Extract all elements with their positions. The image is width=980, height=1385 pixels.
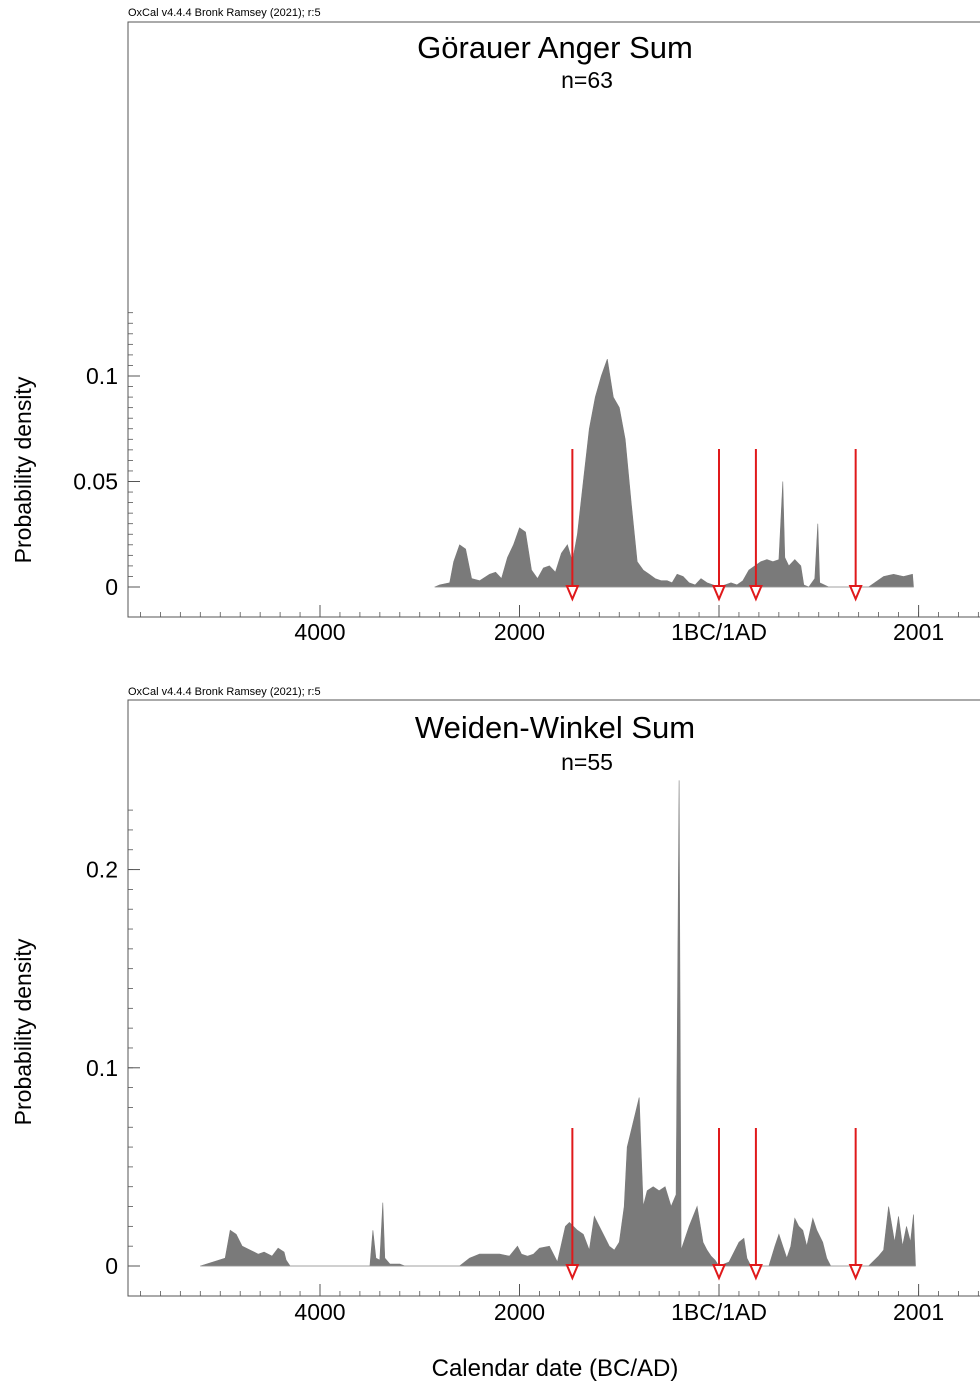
marker-arrow xyxy=(711,1128,727,1281)
marker-arrow xyxy=(748,449,763,602)
chart-subtitle: n=55 xyxy=(561,749,613,775)
density-area xyxy=(434,358,914,588)
marker-arrow xyxy=(848,449,863,602)
panel-1: OxCal v4.4.4 Bronk Ramsey (2021); r:5 Gör… xyxy=(10,7,980,645)
chart-title: Görauer Anger Sum xyxy=(417,30,693,65)
marker-arrow xyxy=(711,449,727,602)
y-tick-label: 0.05 xyxy=(73,469,118,495)
y-tick-label: 0.2 xyxy=(86,857,118,883)
y-tick-label: 0 xyxy=(105,574,118,600)
x-tick-label: 1BC/1AD xyxy=(671,1299,767,1325)
y-tick-label: 0.1 xyxy=(86,363,118,389)
density-area xyxy=(200,780,916,1267)
x-tick-label: 2000 xyxy=(494,619,545,645)
y-tick-label: 0.1 xyxy=(86,1055,118,1081)
chart-subtitle: n=63 xyxy=(561,67,613,93)
y-tick-label: 0 xyxy=(105,1253,118,1279)
x-axis-label: Calendar date (BC/AD) xyxy=(432,1355,679,1382)
credit-text: OxCal v4.4.4 Bronk Ramsey (2021); r:5 xyxy=(128,686,321,698)
y-axis-label: Probability density xyxy=(10,938,36,1125)
marker-arrow xyxy=(748,1128,763,1281)
x-tick-label: 1BC/1AD xyxy=(671,619,767,645)
panel-2: OxCal v4.4.4 Bronk Ramsey (2021); r:5 Wei… xyxy=(10,686,980,1325)
plot-frame xyxy=(127,699,980,1297)
x-tick-label: 4000 xyxy=(294,619,345,645)
marker-arrow xyxy=(565,449,580,602)
chart-title: Weiden-Winkel Sum xyxy=(415,710,695,745)
marker-arrow xyxy=(565,1128,580,1281)
marker-arrow xyxy=(848,1128,863,1281)
x-tick-label: 2001 xyxy=(893,619,944,645)
x-tick-label: 2001 xyxy=(893,1299,944,1325)
credit-text: OxCal v4.4.4 Bronk Ramsey (2021); r:5 xyxy=(128,7,321,19)
x-tick-label: 2000 xyxy=(494,1299,545,1325)
plot-frame xyxy=(127,21,980,618)
y-axis-label: Probability density xyxy=(10,376,36,563)
x-tick-label: 4000 xyxy=(294,1299,345,1325)
